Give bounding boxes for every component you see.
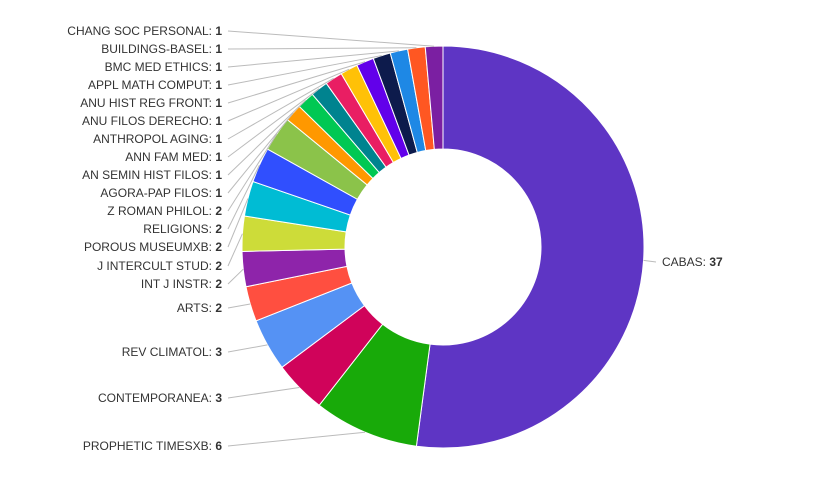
slice-label-prophetic-timesxb: PROPHETIC TIMESXB: 6 [83, 439, 222, 453]
leader-line [227, 30, 435, 47]
leader-line [227, 50, 399, 68]
slice-label-agora-pap-filos: AGORA-PAP FILOS: 1 [100, 186, 222, 200]
leader-line [227, 61, 366, 104]
slice-label-chang-soc-personal: CHANG SOC PERSONAL: 1 [67, 24, 222, 38]
leader-lines [227, 30, 657, 447]
slice-label-ann-fam-med: ANN FAM MED: 1 [125, 150, 222, 164]
leader-line [227, 88, 320, 158]
slice-label-anthropol-aging: ANTHROPOL AGING: 1 [93, 132, 222, 146]
leader-line [227, 344, 268, 353]
slice-label-anu-filos-derecho: ANU FILOS DERECHO: 1 [82, 114, 222, 128]
slice-label-appl-math-comput: APPL MATH COMPUT: 1 [88, 78, 222, 92]
leader-line [227, 268, 244, 285]
slice-label-porous-museumxb: POROUS MUSEUMXB: 2 [84, 240, 222, 254]
leader-line [227, 47, 417, 50]
slice-label-z-roman-philol: Z ROMAN PHILOL: 2 [107, 204, 222, 218]
leader-line [227, 431, 366, 447]
slice-label-j-intercult-stud: J INTERCULT STUD: 2 [97, 259, 222, 273]
slice-label-an-semin-hist-filos: AN SEMIN HIST FILOS: 1 [82, 168, 222, 182]
leader-line [227, 112, 294, 194]
leader-line [643, 259, 657, 263]
leader-line [227, 133, 278, 212]
leader-line [227, 99, 307, 176]
slice-cabas[interactable] [415, 45, 645, 449]
leader-line [227, 164, 260, 230]
slice-label-buildings-basel: BUILDINGS-BASEL: 1 [101, 42, 222, 56]
slice-label-arts: ARTS: 2 [177, 301, 222, 315]
leader-line [227, 77, 334, 140]
slice-label-rev-climatol: REV CLIMATOL: 3 [122, 345, 223, 359]
leader-line [227, 68, 350, 122]
leader-line [227, 55, 382, 86]
slice-label-bmc-med-ethics: BMC MED ETHICS: 1 [105, 60, 223, 74]
donut-slices [241, 45, 645, 449]
slice-label-contemporanea: CONTEMPORANEA: 3 [98, 391, 222, 405]
leader-line [227, 198, 249, 248]
slice-labels: CABAS: 37 PROPHETIC TIMESXB: 6 CONTEMPORAN… [67, 24, 723, 453]
slice-label-anu-hist-reg-front: ANU HIST REG FRONT: 1 [80, 96, 222, 110]
slice-label-cabas: CABAS: 37 [662, 255, 723, 269]
leader-line [227, 303, 251, 309]
slice-label-int-j-instr: INT J INSTR: 2 [141, 277, 222, 291]
leader-line [227, 387, 300, 399]
slice-label-religions: RELIGIONS: 2 [143, 222, 222, 236]
leader-line [227, 233, 243, 267]
